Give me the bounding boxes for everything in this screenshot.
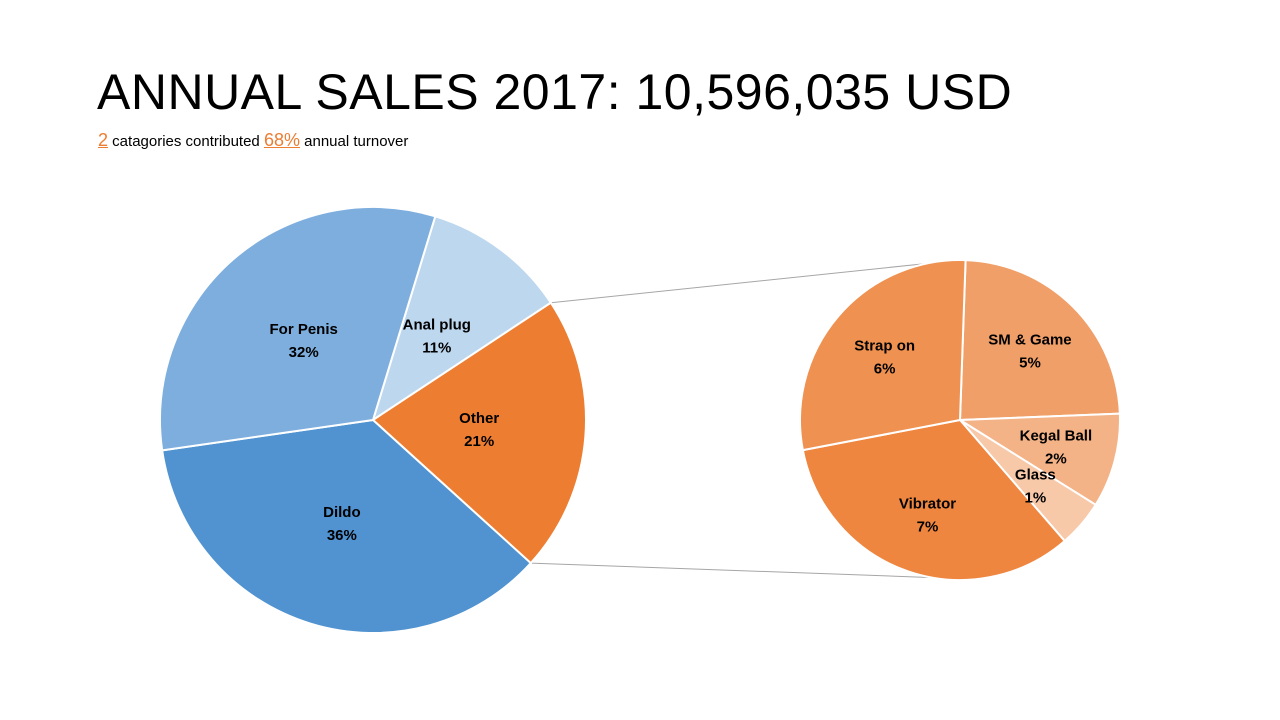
- connector-line-top: [550, 263, 927, 304]
- main-pie-slice-dildo: [161, 419, 532, 634]
- connector-lines: [530, 263, 933, 579]
- page-title: ANNUAL SALES 2017: 10,596,035 USD: [97, 64, 1013, 120]
- data-label-value: 6%: [874, 360, 896, 377]
- data-label-name: For Penis: [270, 321, 338, 338]
- highlight-turnover-percent: 68%: [263, 130, 300, 150]
- data-label-value: 1%: [1025, 490, 1047, 507]
- data-label-value: 32%: [289, 344, 319, 361]
- highlight-category-count: 2: [98, 130, 109, 150]
- secondary-pie-slice-sm-game: [959, 259, 1121, 421]
- data-label-vibrator: Vibrator 7%: [899, 496, 956, 536]
- data-label-kegal-ball: Kegal Ball 2%: [1020, 427, 1093, 467]
- data-label-name: Dildo: [323, 504, 361, 521]
- secondary-pie: [798, 259, 1121, 581]
- data-label-value: 36%: [327, 527, 357, 544]
- data-label-for-penis: For Penis 32%: [270, 321, 338, 361]
- data-label-sm-game: SM & Game 5%: [988, 332, 1071, 372]
- secondary-pie-slice-vibrator: [801, 419, 1066, 581]
- data-label-name: Vibrator: [899, 496, 956, 513]
- data-label-glass: Glass 1%: [1015, 467, 1056, 507]
- main-pie-slice-other: [372, 301, 587, 565]
- secondary-pie-slice-kegal-ball: [959, 412, 1121, 506]
- data-label-name: Anal plug: [403, 317, 471, 334]
- data-label-dildo: Dildo 36%: [323, 504, 361, 544]
- data-label-value: 7%: [917, 519, 939, 536]
- data-label-value: 5%: [1019, 355, 1041, 372]
- data-label-value: 21%: [464, 433, 494, 450]
- subtitle: 2 catagories contributed 68% annual turn…: [98, 129, 408, 153]
- data-label-value: 2%: [1045, 450, 1067, 467]
- data-label-other: Other 21%: [459, 410, 499, 450]
- main-pie-slice-for-penis: [159, 206, 437, 452]
- data-label-name: Strap on: [854, 337, 915, 354]
- data-label-strap-on: Strap on 6%: [854, 337, 915, 377]
- subtitle-text-2: annual turnover: [299, 133, 409, 150]
- data-label-name: Kegal Ball: [1020, 427, 1093, 444]
- secondary-pie-slice-strap-on: [798, 259, 967, 452]
- subtitle-text-1: catagories contributed: [108, 133, 264, 150]
- main-pie-slice-anal-plug: [372, 215, 552, 421]
- data-label-value: 11%: [422, 340, 451, 357]
- data-label-name: SM & Game: [988, 332, 1071, 349]
- data-label-name: Glass: [1015, 467, 1056, 484]
- slice-labels: Anal plug 11% Other 21% Dildo 36% For Penis 32%…: [270, 317, 1093, 544]
- data-label-name: Other: [459, 410, 499, 427]
- main-pie: [159, 206, 587, 634]
- data-label-anal-plug: Anal plug 11%: [403, 317, 471, 357]
- connector-line-bottom: [530, 562, 933, 579]
